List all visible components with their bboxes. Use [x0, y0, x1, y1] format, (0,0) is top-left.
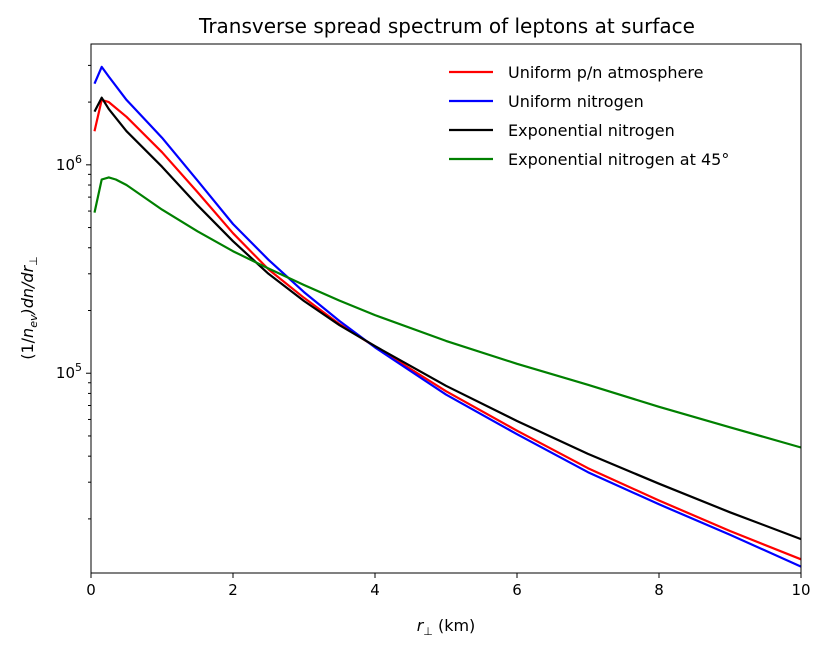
y-axis-label: (1/nev)dn/dr⊥ — [18, 256, 40, 360]
series-line-3 — [93, 176, 802, 449]
x-tick-label: 8 — [654, 581, 664, 599]
x-axis: 0 2 4 6 8 10 — [86, 573, 811, 599]
chart-title: Transverse spread spectrum of leptons at… — [198, 14, 695, 38]
plot-frame — [90, 43, 802, 574]
y-axis-label-post: )dn/dr — [18, 264, 37, 315]
legend-label-3: Exponential nitrogen at 45° — [508, 150, 729, 169]
y-tick-label: 106 — [56, 153, 82, 174]
series-line-2 — [93, 96, 802, 541]
y-axis: 105 106 — [56, 64, 91, 520]
legend: Uniform p/n atmosphere Uniform nitrogen Ex… — [449, 63, 729, 169]
series-line-0 — [93, 98, 802, 561]
y-axis-label-n: n — [18, 328, 37, 338]
legend-label-1: Uniform nitrogen — [508, 92, 644, 111]
x-axis-label-symbol: r — [417, 616, 425, 635]
x-tick-label: 0 — [86, 581, 96, 599]
y-axis-label-subscript2: ⊥ — [27, 256, 40, 266]
plot-area — [93, 65, 802, 568]
x-tick-label: 6 — [512, 581, 522, 599]
series-line-1 — [93, 65, 802, 568]
x-axis-label-subscript: ⊥ — [423, 625, 433, 638]
x-axis-label-unit: (km) — [433, 616, 475, 635]
y-tick-label: 105 — [56, 361, 82, 382]
legend-label-2: Exponential nitrogen — [508, 121, 675, 140]
x-axis-label: r⊥ (km) — [417, 616, 476, 638]
y-axis-label-prefix: (1/ — [18, 337, 37, 359]
x-tick-label: 2 — [228, 581, 238, 599]
x-tick-label: 4 — [370, 581, 380, 599]
legend-label-0: Uniform p/n atmosphere — [508, 63, 703, 82]
x-tick-label: 10 — [791, 581, 810, 599]
y-axis-label-subscript: ev — [27, 314, 40, 328]
